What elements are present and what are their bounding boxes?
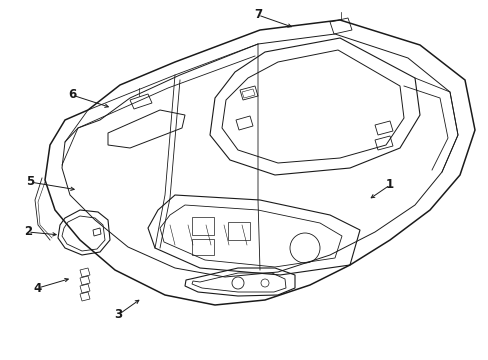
Text: 3: 3 <box>114 309 122 321</box>
Text: 7: 7 <box>253 9 262 22</box>
Text: 1: 1 <box>385 179 393 192</box>
Bar <box>227 222 249 240</box>
Bar <box>192 217 214 235</box>
Text: 4: 4 <box>34 282 42 294</box>
Text: 5: 5 <box>26 175 34 189</box>
Text: 2: 2 <box>24 225 32 238</box>
Bar <box>192 239 214 255</box>
Text: 6: 6 <box>68 89 76 102</box>
